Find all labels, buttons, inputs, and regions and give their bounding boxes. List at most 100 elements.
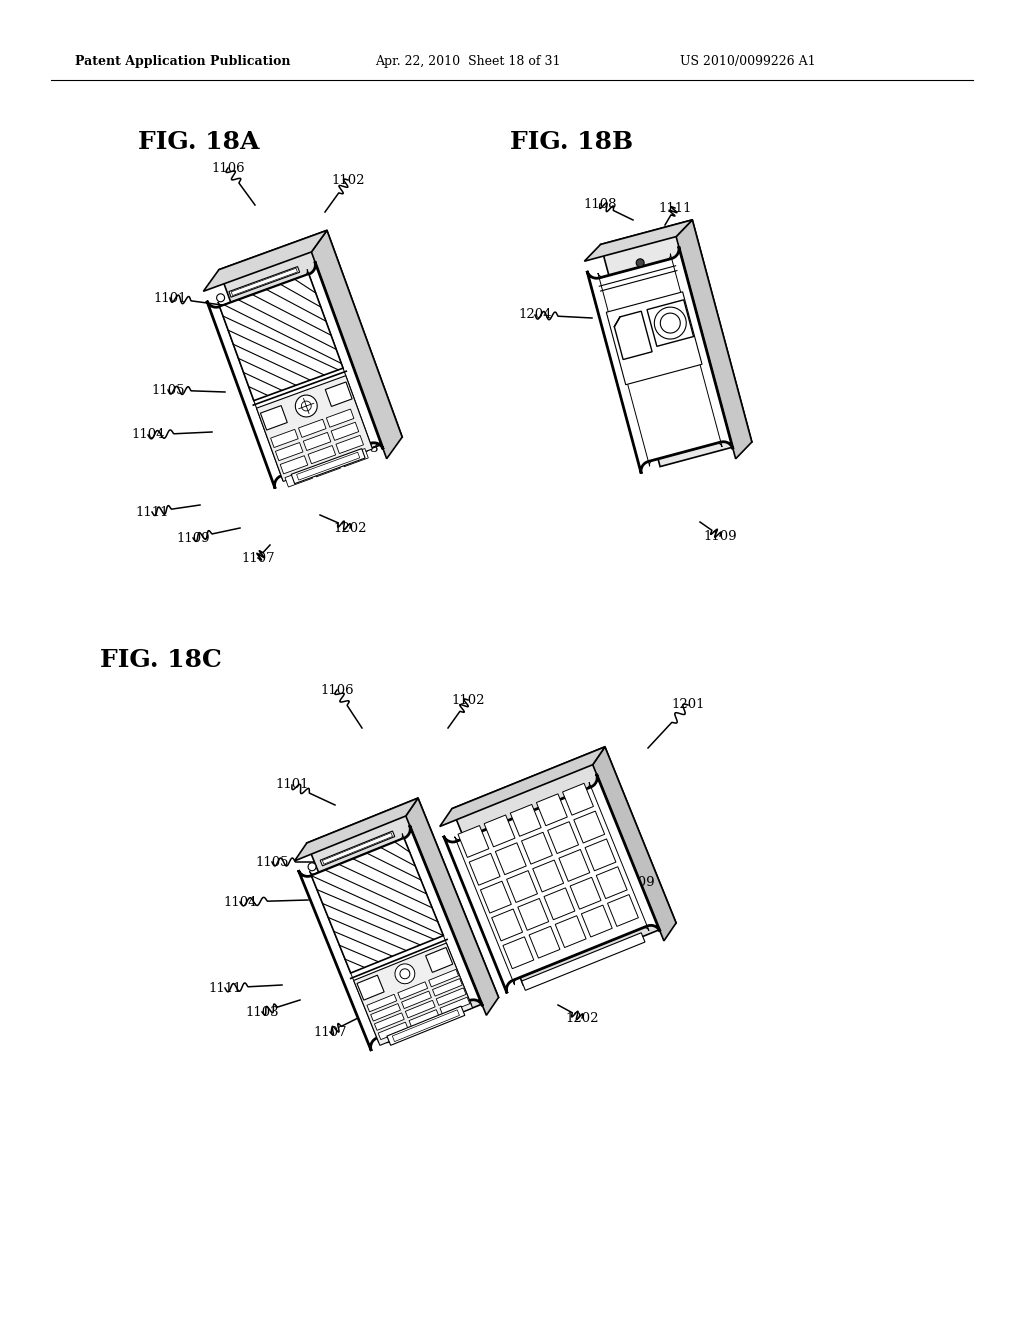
Text: US 2010/0099226 A1: US 2010/0099226 A1 — [680, 55, 816, 69]
Polygon shape — [341, 449, 369, 467]
Text: 1111: 1111 — [135, 506, 169, 519]
Polygon shape — [676, 220, 752, 459]
Text: 1104: 1104 — [223, 895, 257, 908]
Polygon shape — [307, 799, 499, 1043]
Polygon shape — [521, 832, 552, 865]
Polygon shape — [371, 1003, 400, 1022]
Polygon shape — [367, 994, 396, 1012]
Polygon shape — [270, 429, 298, 447]
Text: 1107: 1107 — [242, 552, 274, 565]
Polygon shape — [231, 268, 297, 296]
Polygon shape — [299, 420, 326, 437]
Polygon shape — [458, 825, 488, 858]
Polygon shape — [409, 1010, 439, 1027]
Polygon shape — [436, 987, 466, 1006]
Polygon shape — [308, 446, 336, 463]
Polygon shape — [636, 259, 644, 267]
Polygon shape — [587, 247, 733, 474]
Polygon shape — [548, 821, 579, 854]
Polygon shape — [585, 840, 615, 871]
Polygon shape — [452, 747, 676, 985]
Polygon shape — [295, 395, 317, 417]
Text: 1105: 1105 — [152, 384, 184, 396]
Polygon shape — [400, 969, 410, 979]
Text: 1111: 1111 — [208, 982, 242, 994]
Polygon shape — [257, 376, 373, 482]
Polygon shape — [406, 799, 499, 1015]
Text: 1202: 1202 — [333, 521, 367, 535]
Polygon shape — [654, 308, 686, 339]
Text: 1111: 1111 — [658, 202, 692, 214]
Polygon shape — [301, 401, 311, 411]
Polygon shape — [570, 878, 601, 909]
Polygon shape — [303, 433, 331, 450]
Polygon shape — [357, 975, 384, 1001]
Polygon shape — [313, 458, 340, 477]
Polygon shape — [559, 850, 590, 882]
Polygon shape — [614, 312, 652, 359]
Polygon shape — [582, 906, 612, 937]
Polygon shape — [480, 882, 511, 913]
Polygon shape — [207, 261, 383, 488]
Text: 1201: 1201 — [672, 698, 705, 711]
Polygon shape — [336, 436, 364, 454]
Polygon shape — [429, 969, 459, 987]
Polygon shape — [406, 1001, 435, 1018]
Polygon shape — [600, 220, 752, 466]
Text: 1109: 1109 — [622, 875, 654, 888]
Polygon shape — [326, 381, 352, 407]
Polygon shape — [518, 899, 549, 931]
Polygon shape — [229, 267, 300, 297]
Polygon shape — [219, 275, 343, 401]
Polygon shape — [375, 1012, 404, 1031]
Text: FIG. 18B: FIG. 18B — [510, 129, 633, 154]
Polygon shape — [562, 783, 594, 816]
Polygon shape — [529, 927, 560, 958]
Polygon shape — [484, 814, 515, 847]
Text: 1107: 1107 — [313, 1026, 347, 1039]
Polygon shape — [510, 804, 541, 837]
Polygon shape — [544, 888, 574, 920]
Text: 1104: 1104 — [131, 429, 165, 441]
Polygon shape — [432, 978, 462, 997]
Polygon shape — [204, 231, 327, 292]
Polygon shape — [606, 292, 702, 384]
Polygon shape — [285, 469, 312, 487]
Polygon shape — [395, 964, 415, 983]
Polygon shape — [298, 825, 482, 1051]
Text: 1108: 1108 — [584, 198, 616, 210]
Polygon shape — [260, 405, 288, 430]
Polygon shape — [308, 863, 316, 871]
Text: 1103: 1103 — [245, 1006, 279, 1019]
Polygon shape — [387, 1006, 465, 1045]
Polygon shape — [593, 747, 676, 941]
Polygon shape — [537, 793, 567, 826]
Polygon shape — [323, 833, 392, 865]
Polygon shape — [492, 909, 522, 941]
Polygon shape — [469, 853, 500, 886]
Polygon shape — [496, 842, 526, 875]
Polygon shape — [353, 942, 473, 1045]
Text: 1103: 1103 — [345, 441, 379, 454]
Polygon shape — [392, 1010, 460, 1041]
Polygon shape — [321, 832, 394, 866]
Polygon shape — [607, 895, 638, 927]
Polygon shape — [660, 313, 680, 333]
Text: 1106: 1106 — [211, 161, 245, 174]
Text: FIG. 18C: FIG. 18C — [100, 648, 222, 672]
Text: 1101: 1101 — [275, 779, 309, 792]
Text: Apr. 22, 2010  Sheet 18 of 31: Apr. 22, 2010 Sheet 18 of 31 — [375, 55, 560, 69]
Text: 1102: 1102 — [452, 693, 484, 706]
Polygon shape — [521, 933, 645, 990]
Text: 1106: 1106 — [321, 684, 354, 697]
Text: 1109: 1109 — [703, 529, 737, 543]
Polygon shape — [647, 300, 693, 346]
Text: 1105: 1105 — [255, 855, 289, 869]
Text: 1204: 1204 — [518, 309, 552, 322]
Polygon shape — [439, 747, 605, 826]
Text: 1109: 1109 — [176, 532, 210, 544]
Polygon shape — [426, 948, 453, 973]
Text: Patent Application Publication: Patent Application Publication — [75, 55, 291, 69]
Polygon shape — [443, 774, 660, 994]
Polygon shape — [311, 838, 443, 973]
